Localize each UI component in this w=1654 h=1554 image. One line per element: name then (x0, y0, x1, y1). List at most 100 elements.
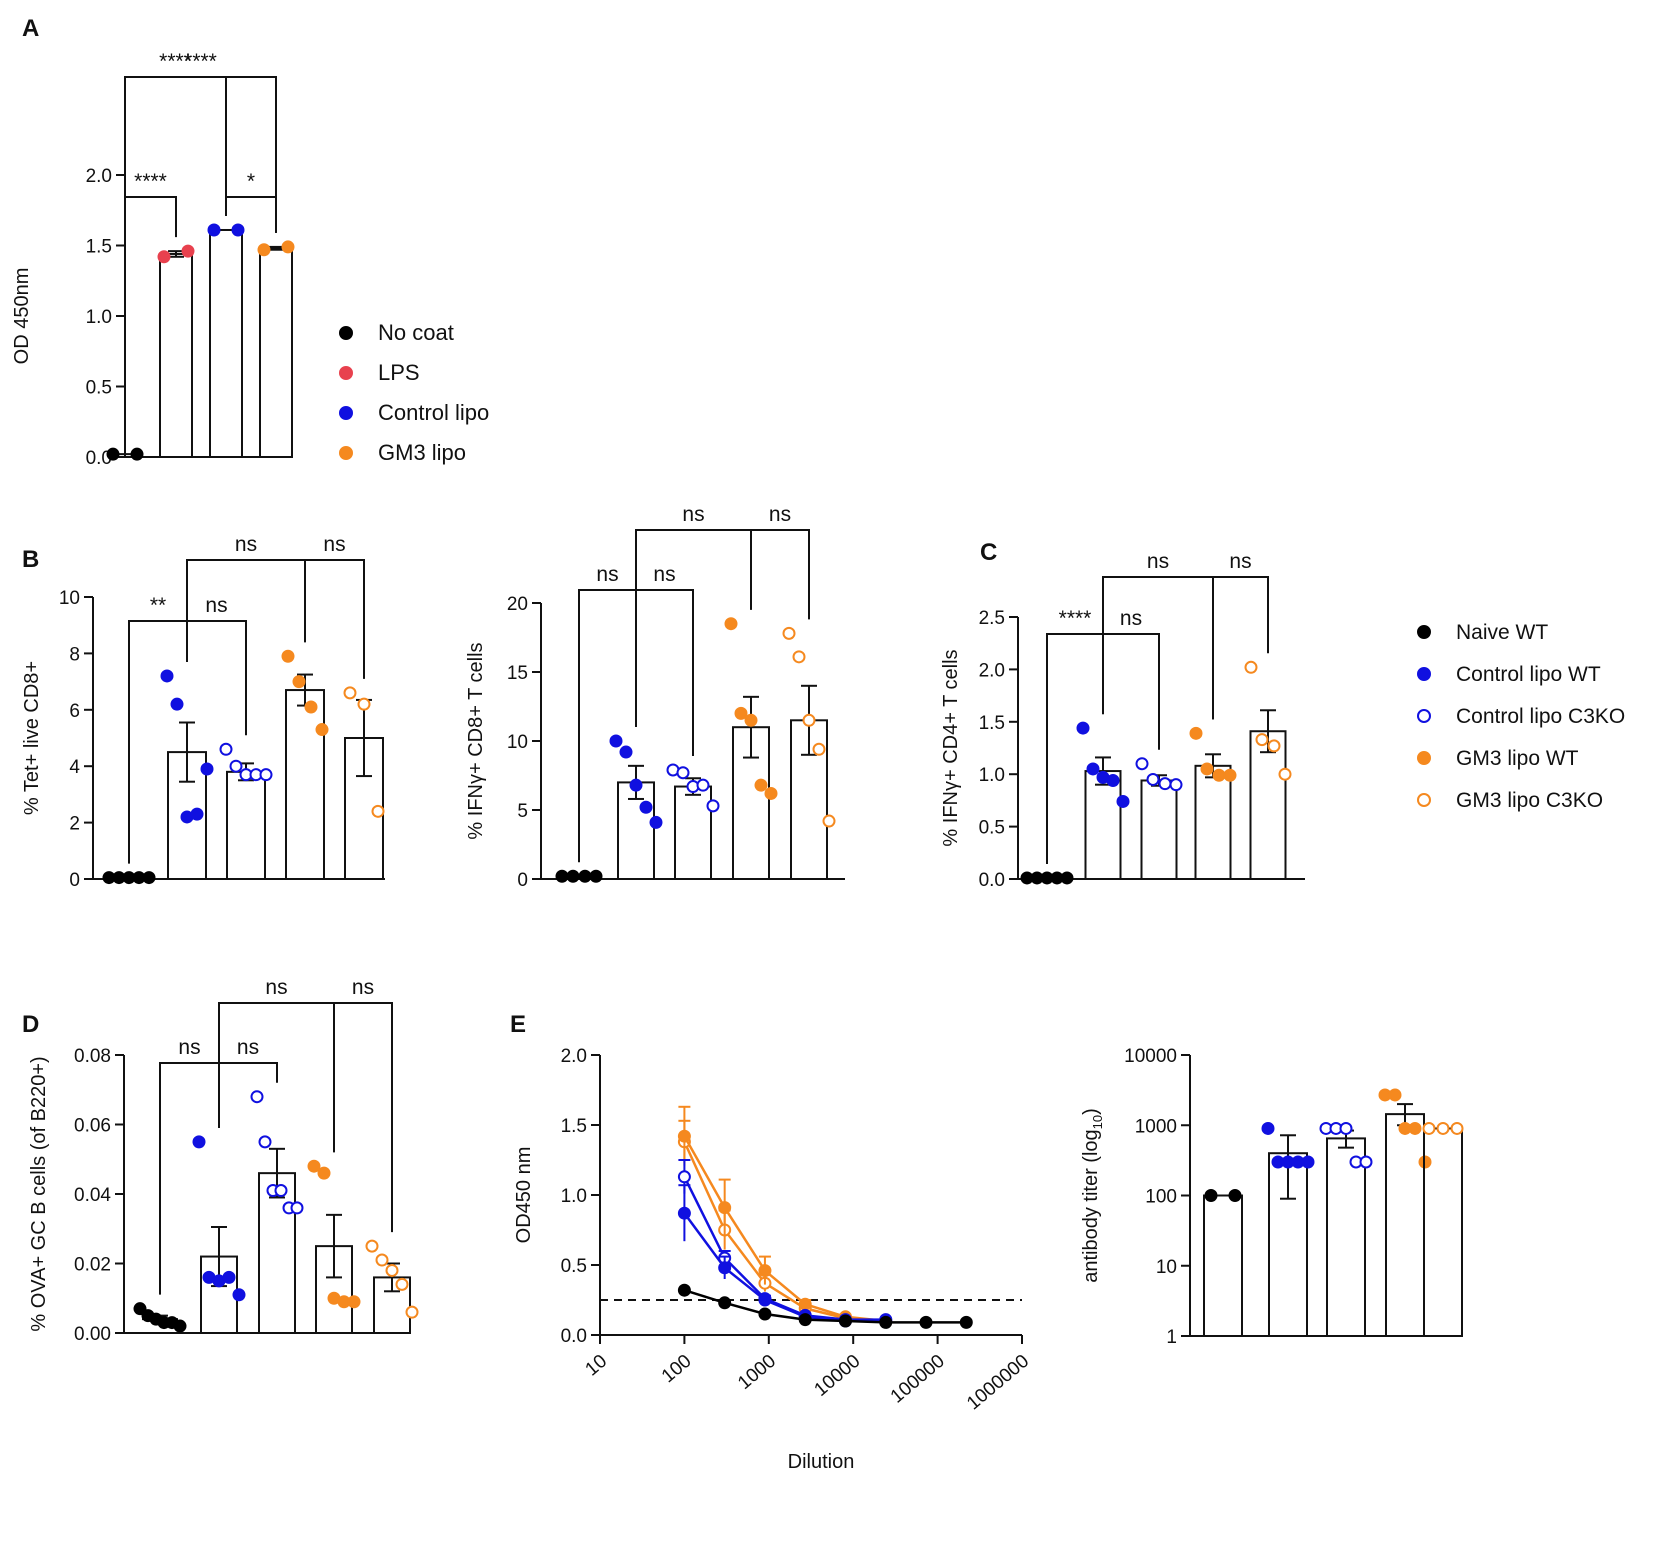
chart-d-sig-2-label: ns (352, 976, 374, 999)
chart-b2-gm3-lipo-c3ko-data-point (802, 713, 816, 727)
chart-a-y-tick-label: 2.0 (86, 166, 112, 187)
chart-b1-control-lipo-wt-data-point (190, 807, 204, 821)
chart-b2-gm3-lipo-wt-data-point (754, 778, 768, 792)
chart-a-gm3-lipo-bar (259, 247, 293, 458)
chart-e1-y-tick-label: 0.5 (561, 1256, 587, 1277)
chart-c-sig-3-label: ns (1147, 550, 1169, 573)
chart-e2-control-lipo-wt-data-point (1301, 1155, 1315, 1169)
chart-b1-y-tick-label: 4 (69, 757, 80, 778)
chart-b2-sig-3-bracket (635, 529, 752, 727)
chart-e1-x-tick-label: 10 (582, 1351, 612, 1381)
chart-d-y-tick-label: 0.08 (74, 1046, 111, 1067)
chart-b1-sig-1-label: ns (205, 594, 227, 617)
chart-e1-naive-wt-data-point (677, 1283, 691, 1297)
chart-c-gm3-lipo-c3ko-data-point (1244, 660, 1258, 674)
chart-a-sig-0-label: **** (134, 170, 167, 193)
chart-a-sig-3-label: **** (184, 50, 217, 73)
chart-b2-sig-1-bracket (635, 589, 694, 756)
chart-b2-gm3-lipo-c3ko-data-point (792, 650, 806, 664)
chart-b1-control-lipo-wt-data-point (160, 669, 174, 683)
chart-e2-gm3-lipo-wt-data-point (1388, 1088, 1402, 1102)
chart-e1-x-tick-label: 10000 (810, 1351, 864, 1401)
chart-c-control-lipo-wt-data-point (1076, 721, 1090, 735)
chart-c-control-lipo-wt-bar (1084, 770, 1122, 881)
chart-e1-gm3-lipo-wt-data-point (677, 1129, 691, 1143)
chart-e2-y-tick-label: 10 (1156, 1257, 1177, 1278)
chart-e1-x-tick-label: 100000 (887, 1351, 949, 1408)
chart-c-control-lipo-c3ko-data-point (1169, 778, 1183, 792)
chart-e2-control-lipo-c3ko-data-point (1339, 1121, 1353, 1135)
legend-a-lps-label: LPS (378, 360, 420, 385)
chart-c-y-tick-label: 1.0 (979, 765, 1005, 786)
chart-b1-control-lipo-c3ko-bar (226, 770, 266, 881)
panel-label-c: C (980, 539, 997, 566)
chart-c-sig-2-label: ns (1229, 550, 1251, 573)
chart-c-control-lipo-wt-data-point (1086, 762, 1100, 776)
chart-b-tet: 0 2 4 6 8 10 % Tet+ live CD8+ ** ns ns ns (21, 533, 385, 891)
chart-b1-y-tick-label: 8 (69, 644, 80, 665)
chart-b1-y-tick-label: 6 (69, 701, 80, 722)
chart-d-gm3-lipo-c3ko-data-point (375, 1253, 389, 1267)
chart-d-sig-0-label: ns (178, 1036, 200, 1059)
chart-b2-sig-0-bracket (578, 589, 637, 863)
chart-e1-y-tick-label: 0.0 (561, 1326, 587, 1347)
chart-a-sig-2-label: **** (159, 50, 192, 73)
chart-d-control-lipo-c3ko-data-point (274, 1184, 288, 1198)
chart-d-sig-3-label: ns (265, 976, 287, 999)
chart-e1-control-lipo-wt-data-point (677, 1206, 691, 1220)
chart-b2-control-lipo-wt-data-point (609, 734, 623, 748)
chart-a: 0.00.51.01.52.0OD 450nm**** ********* (11, 50, 295, 469)
chart-a-lps-bar (159, 252, 193, 458)
chart-d-gm3-lipo-c3ko-data-point (365, 1239, 379, 1253)
chart-b1-gm3-lipo-wt-data-point (281, 649, 295, 663)
chart-c-ifng-cd4: 0.0 0.5 1.0 1.5 2.0 2.5 % IFNγ+ CD4+ T cells **… (940, 550, 1305, 891)
chart-e2-naive-wt-data-point (1204, 1189, 1218, 1202)
chart-c-sig-2-bracket (1212, 576, 1269, 720)
chart-e1-control-lipo-c3ko-line (683, 1176, 886, 1321)
chart-c-control-lipo-c3ko-bar (1140, 779, 1178, 880)
chart-d-control-lipo-c3ko-data-point (290, 1201, 304, 1215)
chart-b2-sig-2-bracket (750, 529, 810, 620)
chart-c-gm3-lipo-c3ko-data-point (1267, 739, 1281, 753)
chart-b2-gm3-lipo-wt-data-point (744, 713, 758, 727)
chart-c-control-lipo-wt-data-point (1116, 794, 1130, 808)
chart-b2-y-tick-label: 15 (507, 663, 528, 684)
chart-e2-y-tick-label: 1 (1166, 1327, 1177, 1348)
chart-d-gm3-lipo-c3ko-data-point (405, 1305, 419, 1319)
chart-e1-control-lipo-wt-line (683, 1212, 886, 1323)
chart-b2-y-tick-label: 0 (517, 870, 528, 891)
chart-b1-gm3-lipo-c3ko-data-point (371, 804, 385, 818)
chart-e1-x-label: Dilution (788, 1451, 855, 1473)
chart-b-ifng-cd8: 0 5 10 15 20 % IFNγ+ CD8+ T cells ns ns ns ns (465, 503, 845, 891)
legend-c-gm3-lipo-c3ko-marker (1417, 793, 1431, 807)
chart-b2-naive-wt-data-point (589, 869, 603, 883)
chart-e1-control-lipo-c3ko-data-point (677, 1170, 691, 1184)
chart-b2-y-tick-label: 5 (517, 801, 528, 822)
chart-d-gm3-lipo-wt-data-point (347, 1295, 361, 1309)
chart-e1-naive-wt-data-point (919, 1315, 933, 1329)
chart-e2-gm3-lipo-c3ko-data-point (1450, 1121, 1464, 1135)
legend-a-gm3-lipo-label: GM3 lipo (378, 440, 466, 465)
chart-c-sig-0-bracket (1046, 633, 1104, 864)
chart-a-gm3-lipo-data-point (281, 240, 295, 254)
chart-b1-naive-wt-data-point (142, 871, 156, 885)
legend-c-naive-wt-label: Naive WT (1456, 621, 1548, 644)
chart-a-y-tick-label: 1.5 (86, 237, 112, 258)
chart-d-sig-0-bracket (159, 1062, 220, 1295)
chart-c-sig-1-label: ns (1120, 607, 1142, 630)
chart-c-y-label: % IFNγ+ CD4+ T cells (940, 649, 962, 846)
chart-e2-y-tick-label: 100 (1145, 1187, 1177, 1208)
chart-b2-sig-1-label: ns (653, 563, 675, 586)
legend-a-no-coat-label: No coat (378, 320, 454, 345)
chart-b1-gm3-lipo-wt-data-point (315, 723, 329, 737)
chart-d-control-lipo-c3ko-data-point (250, 1090, 264, 1104)
chart-d-gm3-lipo-c3ko-data-point (395, 1277, 409, 1291)
chart-c-control-lipo-wt-data-point (1106, 773, 1120, 787)
chart-e1-naive-wt-data-point (879, 1315, 893, 1329)
chart-b1-control-lipo-c3ko-data-point (259, 768, 273, 782)
chart-d-y-tick-label: 0.00 (74, 1324, 111, 1345)
legend-c-control-lipo-c3ko-marker (1417, 709, 1431, 723)
chart-a-no-coat-data-point (130, 447, 144, 461)
chart-e1-gm3-lipo-wt-data-point (718, 1201, 732, 1215)
